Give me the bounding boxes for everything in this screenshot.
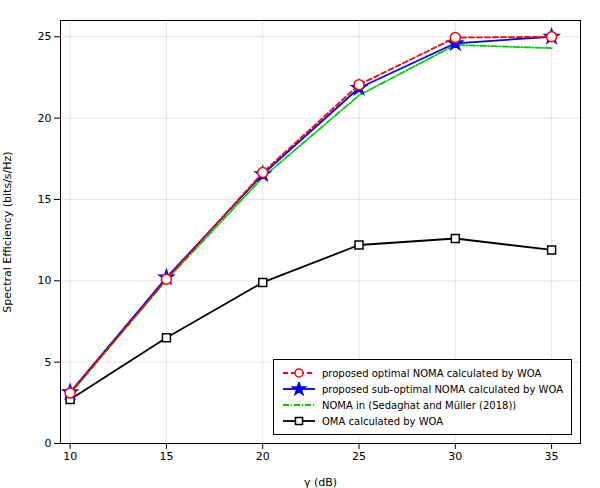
html-text:NOMA in (Sedaghat and Müller (: NOMA in (Sedaghat and Müller (2018)) [322,399,517,411]
svg-text:10: 10 [63,450,77,463]
svg-text:20: 20 [38,112,52,125]
html-text:OMA calculated by WOA: OMA calculated by WOA [322,415,444,427]
svg-text:30: 30 [448,450,462,463]
svg-text:15: 15 [38,193,52,206]
html-text:proposed sub-optimal NOMA calc: proposed sub-optimal NOMA calculated by … [322,383,563,395]
svg-text:γ (dB): γ (dB) [304,476,337,488]
svg-text:15: 15 [159,450,173,463]
svg-text:25: 25 [38,30,52,43]
svg-text:20: 20 [256,450,270,463]
svg-text:5: 5 [45,356,52,369]
svg-text:0: 0 [45,437,52,450]
svg-text:25: 25 [352,450,366,463]
svg-text:10: 10 [38,274,52,287]
html-text:proposed optimal NOMA calculat: proposed optimal NOMA calculated by WOA [322,367,542,379]
svg-text:35: 35 [545,450,559,463]
svg-text:Spectral Efficiency (bits/s/Hz: Spectral Efficiency (bits/s/Hz) [1,151,14,312]
